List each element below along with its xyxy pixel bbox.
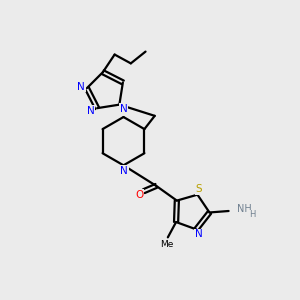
Text: NH: NH [237, 204, 252, 214]
Text: O: O [135, 190, 144, 200]
Text: N: N [77, 82, 85, 92]
Text: S: S [196, 184, 202, 194]
Text: N: N [120, 104, 128, 114]
Text: N: N [87, 106, 94, 116]
Text: N: N [120, 166, 128, 176]
Text: H: H [249, 210, 255, 219]
Text: N: N [195, 230, 203, 239]
Text: Me: Me [160, 240, 173, 249]
